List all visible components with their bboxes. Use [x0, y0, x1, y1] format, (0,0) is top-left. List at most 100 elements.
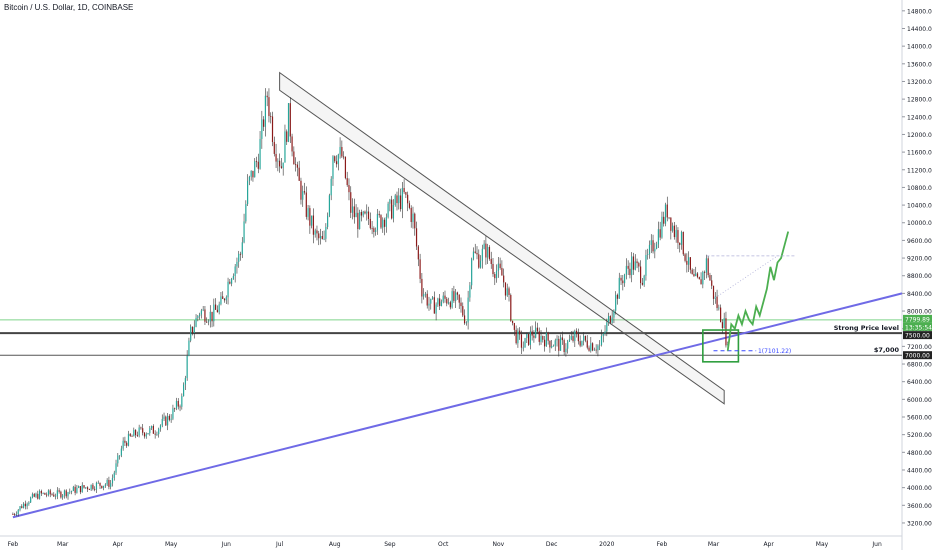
- candle-body: [168, 415, 170, 420]
- candle-body: [691, 269, 693, 275]
- x-tick-label: Apr: [113, 541, 124, 548]
- candle-body: [483, 243, 485, 249]
- candle-body: [497, 263, 499, 271]
- candle-body: [447, 302, 450, 304]
- candle-body: [627, 265, 629, 269]
- candle-body: [53, 494, 55, 497]
- candle-body: [519, 330, 521, 335]
- candle-body: [538, 331, 540, 342]
- candle-body: [700, 279, 702, 285]
- candle-body: [286, 131, 288, 142]
- fib-level-label: 1(7101.22): [758, 348, 791, 355]
- y-tick-label: 3200.00: [907, 520, 932, 527]
- candle-body: [663, 216, 665, 224]
- candle-body: [163, 416, 165, 419]
- candle-body: [346, 178, 348, 186]
- candle-body: [263, 119, 265, 127]
- candle-body: [487, 247, 489, 258]
- candle-body: [597, 345, 599, 351]
- price-tag-green-bg: [903, 314, 932, 323]
- candle-body: [650, 240, 652, 245]
- candle-body: [547, 332, 549, 341]
- candle-body: [186, 355, 188, 379]
- candle-body: [234, 266, 236, 277]
- candle-body: [270, 116, 272, 117]
- candle-body: [287, 103, 290, 142]
- candle-body: [581, 340, 583, 346]
- candle-body: [606, 322, 608, 332]
- candle-body: [485, 243, 487, 258]
- candle-body: [250, 170, 252, 177]
- candle-body: [83, 485, 85, 488]
- candle-body: [177, 400, 179, 407]
- candle-body: [405, 192, 407, 195]
- candle-body: [503, 275, 505, 283]
- candle-body: [307, 208, 309, 217]
- candle-body: [387, 203, 389, 218]
- y-tick-label: 5200.00: [907, 432, 932, 439]
- candle-body: [142, 428, 144, 433]
- candle-body: [209, 311, 211, 322]
- candle-body: [451, 291, 453, 308]
- candle-body: [652, 240, 654, 252]
- candle-body: [140, 427, 142, 429]
- y-tick-label: 6400.00: [907, 379, 932, 386]
- candle-body: [37, 493, 39, 499]
- candle-body: [428, 303, 430, 306]
- candle-body: [348, 185, 350, 193]
- candle-body: [341, 146, 343, 157]
- candle-body: [632, 256, 635, 270]
- candle-body: [236, 261, 238, 267]
- candle-body: [593, 349, 595, 351]
- candle-body: [255, 161, 258, 163]
- candle-body: [110, 483, 112, 487]
- candle-body: [563, 340, 565, 353]
- candle-body: [152, 426, 154, 434]
- candle-body: [478, 254, 480, 268]
- candle-body: [31, 494, 34, 498]
- candle-body: [453, 291, 455, 301]
- candle-body: [529, 331, 531, 345]
- candle-body: [344, 156, 347, 179]
- candle-body: [271, 116, 274, 143]
- candle-body: [117, 455, 119, 464]
- candle-body: [561, 337, 563, 341]
- candle-body: [604, 331, 606, 334]
- y-tick-label: 12800.00: [907, 97, 932, 104]
- candle-body: [58, 490, 60, 492]
- candle-body: [97, 482, 99, 484]
- candle-body: [159, 425, 162, 429]
- candle-body: [316, 230, 318, 234]
- candle-body: [127, 433, 130, 446]
- candle-body: [364, 211, 366, 214]
- candle-body: [661, 216, 663, 238]
- candle-body: [414, 213, 416, 229]
- x-tick-label: May: [165, 541, 178, 548]
- candle-body: [339, 146, 341, 155]
- candle-body: [188, 340, 190, 356]
- candle-body: [332, 156, 334, 179]
- candle-body: [689, 257, 691, 270]
- falling-channel: [279, 71, 725, 405]
- candle-body: [181, 396, 183, 407]
- candle-body: [266, 95, 268, 98]
- candle-body: [565, 348, 567, 353]
- candle-body: [78, 486, 80, 489]
- candle-body: [645, 254, 647, 276]
- candle-body: [721, 322, 723, 328]
- candle-body: [30, 497, 32, 503]
- candle-body: [595, 349, 597, 351]
- candle-body: [72, 486, 74, 492]
- candle-body: [659, 229, 661, 238]
- candle-body: [567, 341, 569, 349]
- candle-body: [309, 208, 311, 226]
- candle-body: [471, 258, 473, 286]
- candle-body: [318, 233, 320, 239]
- candle-body: [693, 274, 695, 277]
- candle-body: [145, 434, 147, 437]
- candle-body: [149, 428, 151, 434]
- candle-body: [325, 226, 327, 239]
- candle-body: [476, 252, 478, 255]
